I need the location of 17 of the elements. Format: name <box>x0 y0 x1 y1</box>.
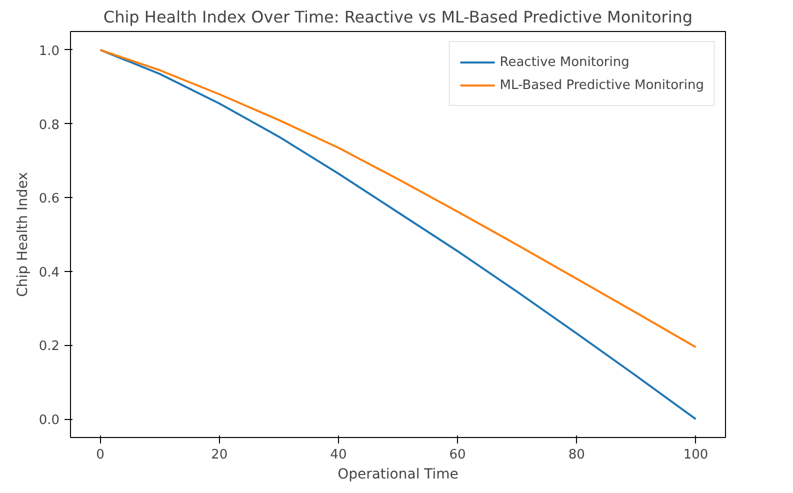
x-tick-label: 0 <box>96 448 104 462</box>
y-tick-label: 1.0 <box>38 44 60 59</box>
x-tick-label: 100 <box>683 448 708 462</box>
y-tick-label: 0.6 <box>38 192 60 207</box>
y-tick-label: 0.2 <box>38 339 60 354</box>
y-tick-label: 0.8 <box>38 118 60 133</box>
x-tick-label: 60 <box>449 448 466 462</box>
x-tick-label: 80 <box>568 448 585 462</box>
legend-label: Reactive Monitoring <box>500 54 630 70</box>
legend-label: ML-Based Predictive Monitoring <box>500 78 704 92</box>
x-axis-title: Operational Time <box>338 466 458 482</box>
x-tick-label: 20 <box>211 448 228 462</box>
x-tick-label: 40 <box>330 448 347 462</box>
y-tick-label: 0.0 <box>38 413 60 428</box>
y-tick-label: 0.4 <box>38 265 60 280</box>
y-axis-title: Chip Health Index <box>14 172 31 297</box>
chart-title: Chip Health Index Over Time: Reactive vs ML-Based Predictive Monitoring <box>103 8 693 26</box>
